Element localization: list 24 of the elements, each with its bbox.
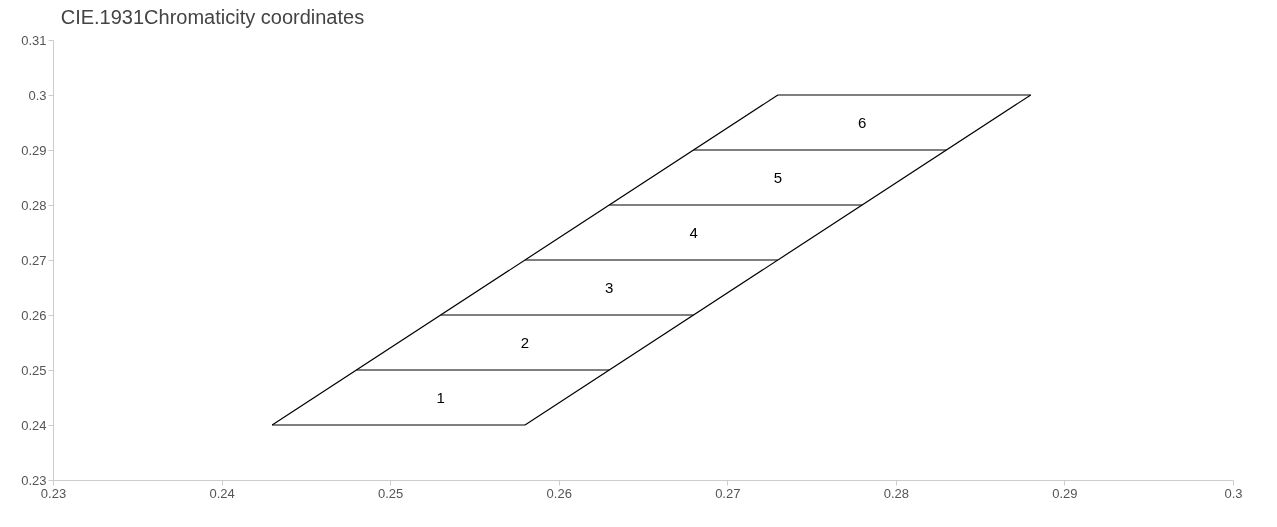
x-tick-label: 0.24 — [209, 485, 235, 501]
annotation: 5 — [773, 168, 783, 186]
annotation: 3 — [605, 278, 614, 296]
x-tick-label: 0.23 — [40, 485, 67, 501]
annotation: 6 — [857, 113, 867, 131]
x-tick-label: 0.29 — [1052, 485, 1078, 501]
annotation: 1 — [436, 388, 445, 406]
x-tick-label: 0.26 — [546, 485, 572, 501]
chart-title: CIE.1931Chromaticity coordinates — [60, 6, 365, 28]
y-tick-label: 0.3 — [28, 87, 47, 103]
x-tick-label: 0.27 — [715, 485, 741, 501]
annotation: 2 — [520, 333, 530, 351]
y-tick-label: 0.27 — [21, 252, 47, 268]
x-tick-label: 0.3 — [1224, 485, 1243, 501]
y-tick-label: 0.29 — [21, 142, 47, 158]
y-tick-label: 0.25 — [21, 362, 47, 378]
y-tick-label: 0.24 — [21, 417, 47, 433]
y-tick-label: 0.28 — [21, 197, 47, 213]
x-tick-label: 0.25 — [377, 485, 404, 501]
annotation: 4 — [689, 223, 698, 241]
y-tick-label: 0.26 — [21, 307, 47, 323]
x-tick-label: 0.28 — [883, 485, 910, 501]
y-tick-label: 0.31 — [21, 32, 47, 48]
y-tick-label: 0.23 — [21, 472, 47, 488]
